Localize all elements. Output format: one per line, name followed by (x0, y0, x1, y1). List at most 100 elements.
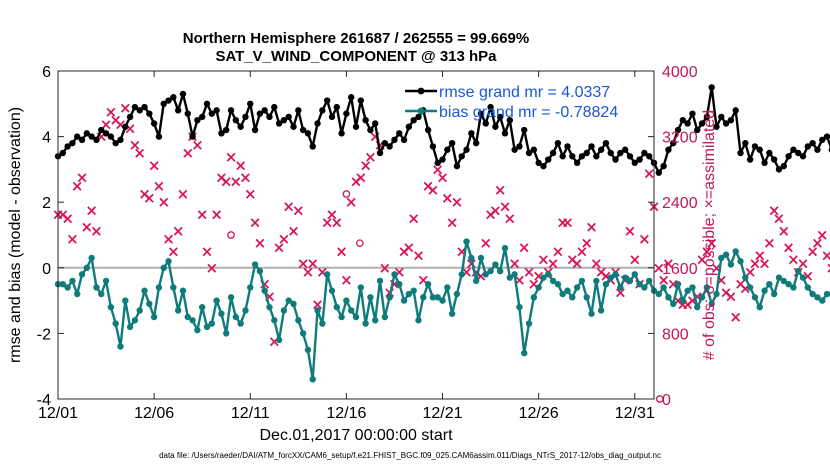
rmse-point (775, 166, 783, 173)
bias-point (545, 271, 552, 278)
bias-point (271, 317, 278, 324)
rmse-point (799, 153, 807, 160)
rmse-point (708, 84, 715, 91)
rmse-point (540, 162, 547, 170)
obs-assimilated-mark: × (729, 308, 742, 326)
rmse-point (636, 156, 643, 163)
bias-point (410, 287, 417, 294)
rmse-point (665, 146, 672, 153)
y-tick-right-label: 0 (662, 392, 671, 409)
rmse-point (117, 136, 124, 144)
bias-point (583, 294, 590, 301)
bias-point (343, 297, 350, 304)
y-tick-label: 0 (42, 261, 51, 278)
x-axis-label: Dec.01,2017 00:00:00 start (259, 427, 453, 444)
rmse-point (93, 136, 100, 144)
bias-point (439, 297, 446, 304)
bias-point (386, 294, 393, 301)
obs-assimilated-mark: × (249, 214, 262, 232)
rmse-point (472, 139, 480, 147)
rmse-point (689, 110, 696, 117)
bias-point (482, 271, 489, 278)
rmse-point (770, 156, 778, 163)
obs-assimilated-mark: × (787, 251, 800, 269)
obs-assimilated-mark: × (138, 185, 151, 203)
bias-point (458, 271, 465, 278)
obs-assimilated-mark: × (753, 247, 766, 265)
bias-point (713, 290, 720, 298)
obs-assimilated-mark: × (797, 255, 810, 273)
obs-assimilated-mark: × (638, 230, 651, 248)
rmse-point (242, 113, 249, 121)
bias-point (189, 317, 196, 324)
bias-point (448, 310, 456, 317)
rmse-point (333, 103, 340, 111)
bias-point (69, 277, 76, 285)
bias-point (405, 290, 413, 298)
chart-subtitle: SAT_V_WIND_COMPONENT @ 313 hPa (215, 48, 497, 65)
rmse-point (645, 153, 653, 160)
rmse-point (376, 149, 384, 157)
rmse-point (453, 162, 461, 170)
rmse-point (194, 117, 201, 124)
rmse-point (367, 126, 374, 134)
rmse-point (790, 146, 797, 153)
bias-point (525, 320, 533, 327)
rmse-point (794, 149, 802, 157)
obs-assimilated-mark: × (653, 259, 666, 277)
rmse-point (751, 143, 759, 150)
rmse-point (823, 133, 830, 140)
obs-assimilated-mark: × (239, 169, 252, 187)
bias-point (146, 300, 153, 308)
rmse-point (424, 126, 432, 134)
rmse-series (54, 84, 830, 176)
bias-point (674, 281, 682, 288)
bias-point (540, 274, 547, 281)
obs-assimilated-mark: × (479, 234, 492, 252)
rmse-point (564, 143, 571, 150)
obs-assimilated-mark: × (85, 201, 98, 219)
obs-assimilated-mark: × (705, 234, 718, 252)
bias-point (511, 271, 518, 278)
rmse-point (131, 103, 139, 111)
rmse-point (266, 113, 273, 121)
rmse-point (746, 156, 754, 163)
rmse-point (756, 146, 763, 153)
obs-assimilated-mark: × (768, 201, 781, 219)
bias-point (107, 303, 115, 311)
bias-point (357, 284, 365, 291)
bias-point (391, 271, 398, 278)
obs-assimilated-mark: × (191, 136, 204, 154)
bias-point (112, 320, 119, 327)
obs-assimilated-mark: × (119, 99, 132, 117)
rmse-point (511, 146, 518, 153)
rmse-point (573, 159, 581, 167)
obs-assimilated-mark: × (302, 263, 315, 281)
rmse-point (521, 126, 528, 134)
rmse-point (64, 143, 71, 150)
obs-assimilated-mark: × (777, 222, 790, 240)
rmse-point (150, 120, 158, 127)
obs-assimilated-mark: × (422, 177, 435, 195)
rmse-point (338, 130, 345, 137)
obs-assimilated-mark: × (340, 271, 353, 289)
bias-point (117, 343, 124, 350)
bias-point (299, 330, 307, 337)
bias-point (785, 281, 792, 288)
bias-point (631, 271, 638, 278)
obs-assimilated-mark: × (816, 226, 829, 244)
bias-point (626, 277, 634, 285)
rmse-point (626, 153, 634, 160)
rmse-point (347, 94, 355, 101)
obs-assimilated-mark: × (561, 214, 574, 232)
rmse-point (766, 149, 773, 157)
obs-assimilated-mark: × (720, 283, 733, 301)
bias-point (756, 303, 763, 311)
rmse-point (203, 100, 211, 108)
y-tick-right-label: 2400 (662, 195, 698, 212)
obs-assimilated-mark: × (552, 242, 565, 260)
rmse-point (391, 136, 398, 144)
rmse-point (122, 123, 129, 130)
obs-assimilated-mark: × (566, 251, 579, 269)
legend: rmse grand mr = 4.0337 bias grand mr = -0… (405, 84, 618, 121)
